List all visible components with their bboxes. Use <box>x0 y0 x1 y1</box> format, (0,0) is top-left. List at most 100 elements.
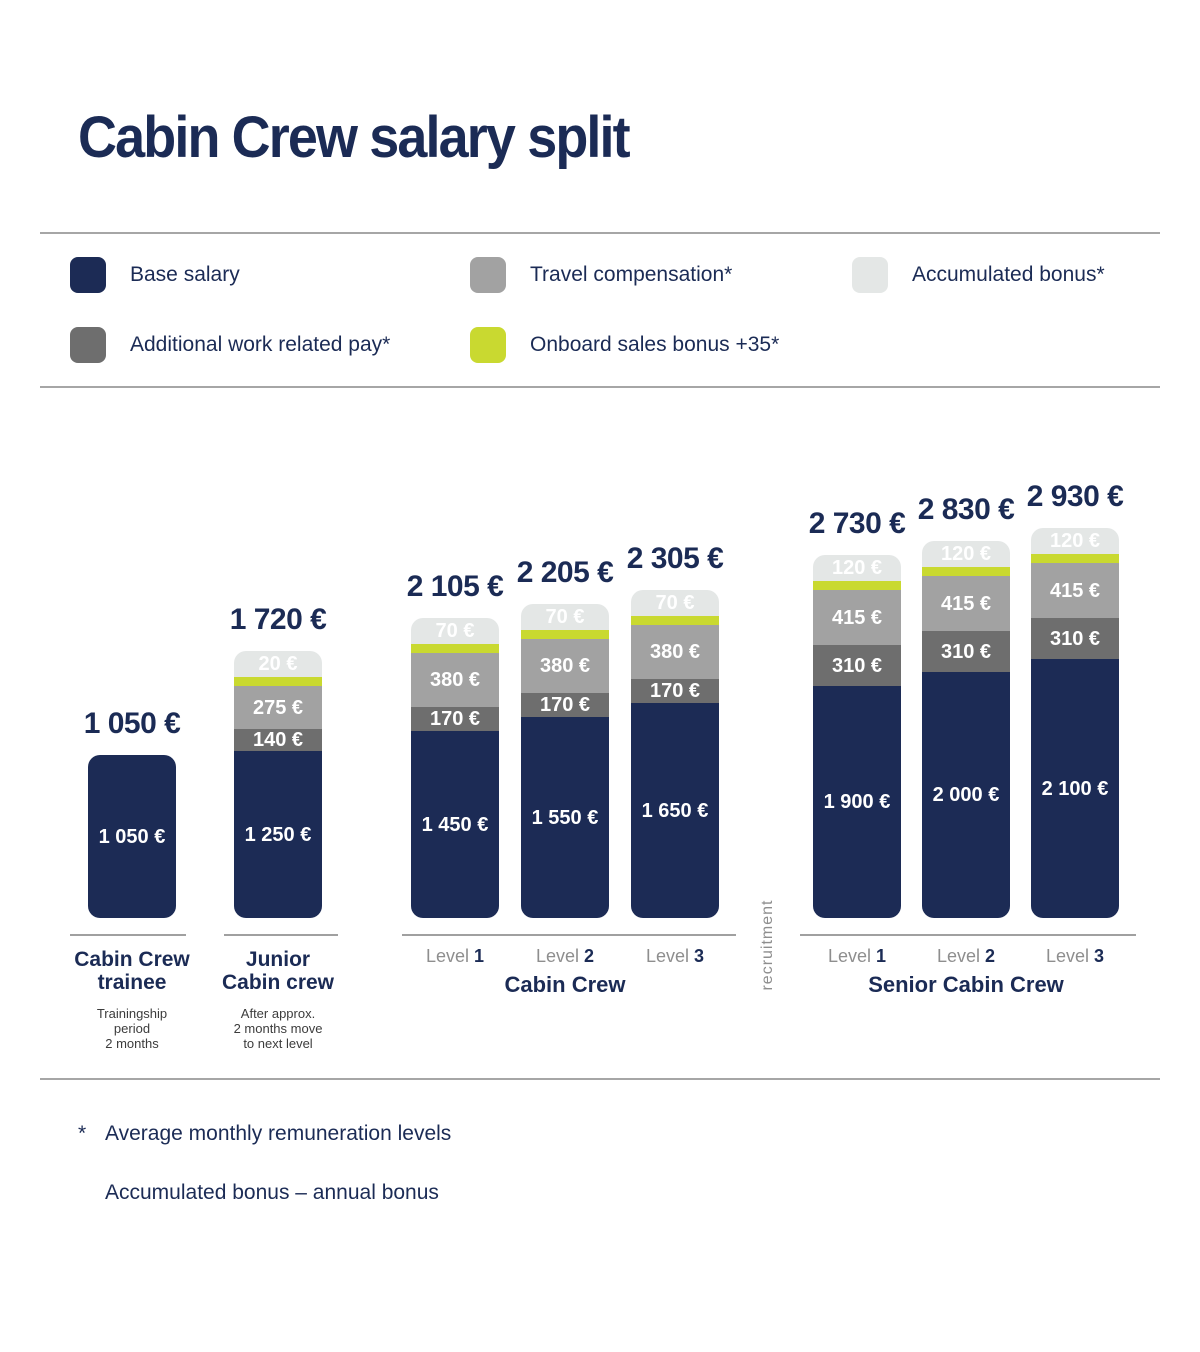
level-label: Level 2 <box>495 946 635 967</box>
legend-item-additional-work-pay: Additional work related pay* <box>70 327 390 363</box>
level-prefix: Level <box>535 946 585 966</box>
group-name-cabin-crew: Cabin Crew <box>504 972 626 997</box>
level-number: 1 <box>474 946 485 966</box>
bar-segment-accumulated-bonus: 20 € <box>234 651 322 677</box>
segment-value-label: 20 € <box>258 653 298 675</box>
bar-total-label: 2 205 € <box>516 556 614 589</box>
bar-segment-additional-work-related-pay: 310 € <box>813 645 901 686</box>
bar-segment-onboard-sales-bonus <box>922 567 1010 576</box>
group-baseline-cabin-crew <box>402 934 736 936</box>
segment-value-label: 120 € <box>1049 530 1101 552</box>
bar-segment-additional-work-related-pay: 170 € <box>631 679 719 703</box>
level-number: 3 <box>1094 946 1105 966</box>
segment-value-label: 1 900 € <box>823 791 891 813</box>
legend-label-base-salary: Base salary <box>130 263 240 286</box>
level-prefix: Level <box>936 946 986 966</box>
legend-item-accumulated-bonus: Accumulated bonus* <box>852 257 1105 293</box>
bar-segment-base-salary: 1 650 € <box>631 703 719 918</box>
bar-name-trainee: Cabin Crew trainee <box>74 948 190 994</box>
bar-segment-travel-compensation: 380 € <box>411 653 499 707</box>
bar-segment-accumulated-bonus: 120 € <box>922 541 1010 567</box>
level-prefix: Level <box>1045 946 1095 966</box>
level-prefix: Level <box>827 946 877 966</box>
legend-item-travel-compensation: Travel compensation* <box>470 257 732 293</box>
bar-segment-travel-compensation: 380 € <box>631 625 719 679</box>
level-label: Level 2 <box>896 946 1036 967</box>
legend-label-additional-work-pay: Additional work related pay* <box>130 333 391 356</box>
level-label: Level 1 <box>787 946 927 967</box>
legend-label-travel-compensation: Travel compensation* <box>530 263 733 286</box>
bar-total-label: 2 830 € <box>917 493 1015 526</box>
bar-segment-accumulated-bonus: 70 € <box>411 618 499 644</box>
bar-segment-base-salary: 1 550 € <box>521 717 609 918</box>
bar-cabin-crew-3: 70 € 380 € 170 € 1 650 € <box>631 590 719 918</box>
bar-trainee-1: 1 050 € <box>88 755 176 918</box>
segment-value-label: 2 100 € <box>1041 777 1109 800</box>
bar-senior-cabin-crew-2: 120 € 415 € 310 € 2 000 € <box>922 541 1010 918</box>
footnote-accumulated-bonus: Accumulated bonus – annual bonus <box>105 1181 439 1204</box>
bar-junior-1: 20 € 275 € 140 € 1 250 € <box>234 651 322 918</box>
accumulated-bonus-swatch-icon <box>852 257 888 293</box>
segment-value-label: 380 € <box>539 655 591 677</box>
bar-segment-base-salary: 1 250 € <box>234 751 322 918</box>
segment-value-label: 310 € <box>1049 627 1101 650</box>
bar-total-label: 1 050 € <box>83 707 181 740</box>
segment-value-label: 170 € <box>539 694 591 716</box>
segment-value-label: 275 € <box>252 696 304 719</box>
additional-work-pay-swatch-icon <box>70 327 106 363</box>
bar-segment-additional-work-related-pay: 310 € <box>1031 618 1119 659</box>
segment-value-label: 1 450 € <box>421 813 489 836</box>
bar-segment-additional-work-related-pay: 140 € <box>234 729 322 751</box>
segment-value-label: 120 € <box>831 557 883 579</box>
segment-value-label: 1 250 € <box>244 823 312 846</box>
level-number: 2 <box>584 946 595 966</box>
footnote-average-remuneration: Average monthly remuneration levels <box>105 1122 452 1145</box>
segment-value-label: 1 550 € <box>531 806 599 829</box>
bar-segment-travel-compensation: 415 € <box>813 590 901 645</box>
divider-legend <box>40 386 1160 388</box>
legend-label-onboard-sales-bonus: Onboard sales bonus +35* <box>530 333 780 356</box>
segment-value-label: 70 € <box>435 620 475 642</box>
bar-segment-onboard-sales-bonus <box>411 644 499 653</box>
bar-segment-base-salary: 2 000 € <box>922 672 1010 918</box>
bar-segment-accumulated-bonus: 70 € <box>631 590 719 616</box>
segment-value-label: 170 € <box>429 708 481 730</box>
bar-caption-trainee: Trainingship period 2 months <box>96 1006 168 1051</box>
bar-segment-base-salary: 2 100 € <box>1031 659 1119 918</box>
bar-total-label: 1 720 € <box>229 603 327 636</box>
bar-segment-additional-work-related-pay: 310 € <box>922 631 1010 672</box>
level-label: Level 1 <box>385 946 525 967</box>
segment-value-label: 1 050 € <box>98 825 166 848</box>
onboard-sales-bonus-swatch-icon <box>470 327 506 363</box>
bar-segment-accumulated-bonus: 70 € <box>521 604 609 630</box>
bar-name-junior: Junior Cabin crew <box>221 948 335 994</box>
segment-value-label: 140 € <box>252 729 304 751</box>
level-number: 3 <box>694 946 705 966</box>
level-label: Level 3 <box>1005 946 1145 967</box>
segment-value-label: 2 000 € <box>932 784 1000 806</box>
level-number: 2 <box>985 946 996 966</box>
bar-segment-travel-compensation: 415 € <box>1031 563 1119 618</box>
legend-item-base-salary: Base salary <box>70 257 240 293</box>
segment-value-label: 415 € <box>831 606 883 629</box>
bar-segment-additional-work-related-pay: 170 € <box>411 707 499 731</box>
bar-total-label: 2 930 € <box>1026 480 1124 513</box>
bar-total-label: 2 730 € <box>808 507 906 540</box>
bar-segment-additional-work-related-pay: 170 € <box>521 693 609 717</box>
bar-segment-base-salary: 1 050 € <box>88 755 176 918</box>
group-name-senior-cabin-crew: Senior Cabin Crew <box>868 972 1064 997</box>
bar-total-label: 2 305 € <box>626 542 724 575</box>
level-number: 1 <box>876 946 887 966</box>
bar-cabin-crew-2: 70 € 380 € 170 € 1 550 € <box>521 604 609 918</box>
legend-item-onboard-sales-bonus: Onboard sales bonus +35* <box>470 327 779 363</box>
bar-segment-accumulated-bonus: 120 € <box>1031 528 1119 554</box>
bar-segment-onboard-sales-bonus <box>631 616 719 625</box>
segment-value-label: 415 € <box>1049 579 1101 602</box>
group-baseline-trainee <box>70 934 186 936</box>
bar-segment-accumulated-bonus: 120 € <box>813 555 901 581</box>
page-title: Cabin Crew salary split <box>78 105 631 170</box>
bar-segment-onboard-sales-bonus <box>521 630 609 639</box>
footnote-marker: * <box>78 1122 87 1145</box>
bar-segment-travel-compensation: 415 € <box>922 576 1010 631</box>
bar-senior-cabin-crew-3: 120 € 415 € 310 € 2 100 € <box>1031 528 1119 918</box>
